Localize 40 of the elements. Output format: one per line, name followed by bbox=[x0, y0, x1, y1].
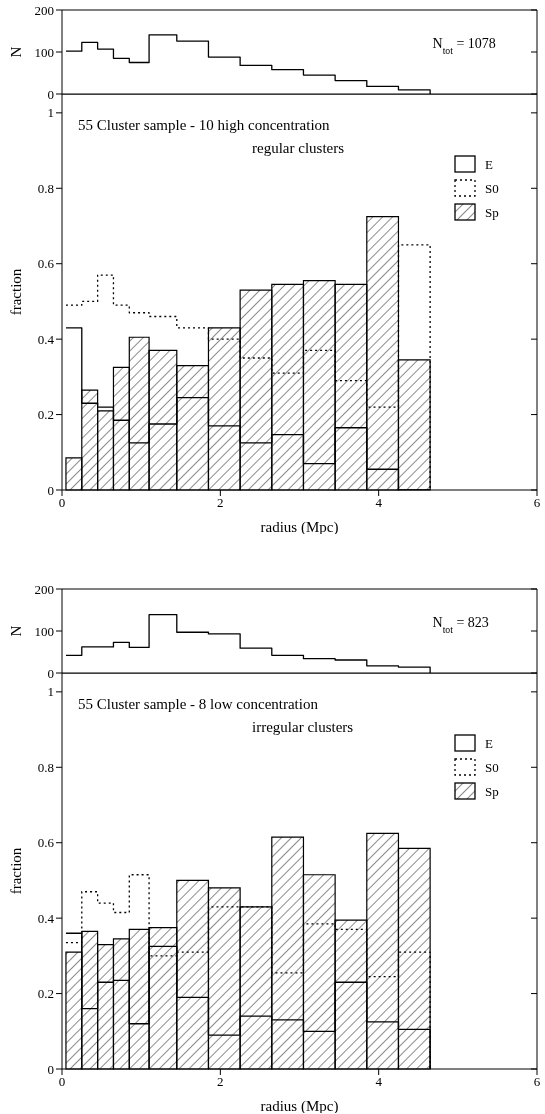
x-tick-label: 2 bbox=[217, 495, 224, 511]
text: 55 Cluster sample - 8 low concentration irregular clusters bbox=[78, 696, 354, 735]
y-tick-label: 1 bbox=[47, 684, 54, 700]
legend-label: Sp bbox=[485, 205, 499, 220]
y-tick-label: 0.8 bbox=[37, 759, 54, 775]
text: 55 Cluster sample - 10 high concentration regular clusters bbox=[78, 117, 345, 156]
y-tick-label: 200 bbox=[34, 581, 54, 597]
y-tick-label: 100 bbox=[34, 44, 54, 60]
y-tick-label: 100 bbox=[34, 623, 54, 639]
legend-label: E bbox=[485, 736, 493, 751]
x-tick-label: 0 bbox=[58, 1074, 66, 1090]
y-axis-title: fraction bbox=[8, 268, 25, 316]
legend-label: Sp bbox=[485, 784, 499, 799]
y-axis-title: N bbox=[8, 46, 25, 58]
legend-label: S0 bbox=[485, 181, 499, 196]
legend-label: S0 bbox=[485, 760, 499, 775]
x-tick-label: 6 bbox=[533, 495, 541, 511]
y-tick-label: 1 bbox=[47, 105, 54, 121]
x-tick-label: 4 bbox=[375, 1074, 383, 1090]
annotation: N$_{tot}$ = 1078 bbox=[432, 36, 496, 56]
y-tick-label: 0 bbox=[47, 482, 54, 498]
y-tick-label: 0.2 bbox=[37, 407, 54, 423]
legend-label: E bbox=[485, 157, 493, 172]
x-tick-label: 6 bbox=[533, 1074, 541, 1090]
y-tick-label: 0 bbox=[47, 1061, 54, 1077]
x-tick-label: 4 bbox=[375, 495, 383, 511]
y-tick-label: 0 bbox=[47, 86, 54, 102]
y-tick-label: 0 bbox=[47, 665, 54, 681]
y-tick-label: 0.4 bbox=[37, 910, 55, 926]
x-tick-label: 2 bbox=[217, 1074, 224, 1090]
y-tick-label: 0.2 bbox=[37, 986, 54, 1002]
x-tick-label: 0 bbox=[58, 495, 66, 511]
y-tick-label: 0.6 bbox=[37, 256, 55, 272]
annotation: N$_{tot}$ = 823 bbox=[432, 615, 489, 635]
y-tick-label: 0.8 bbox=[37, 180, 54, 196]
y-tick-label: 0.6 bbox=[37, 835, 55, 851]
y-axis-title: fraction bbox=[8, 847, 25, 895]
y-axis-title: N bbox=[8, 625, 25, 637]
y-tick-label: 200 bbox=[34, 2, 54, 18]
y-tick-label: 0.4 bbox=[37, 331, 55, 347]
